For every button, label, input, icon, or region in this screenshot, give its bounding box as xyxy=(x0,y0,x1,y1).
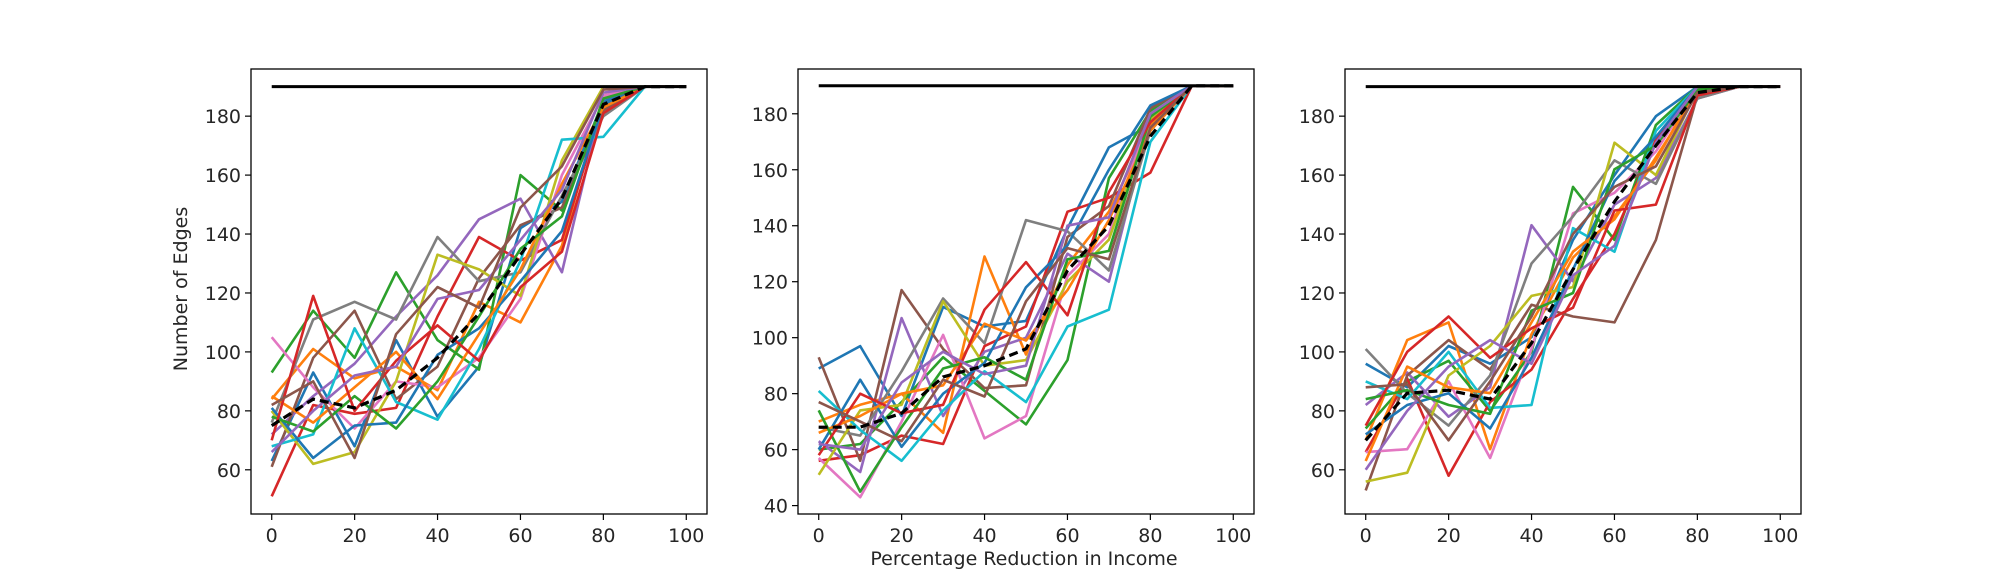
panels: 0 20 40 60 80 100 60 80 100 120 140 160 180 0 20 40 60 80… xyxy=(205,68,1802,547)
series-line-12 xyxy=(818,84,1234,435)
x-tick-label: 20 xyxy=(343,525,367,547)
x-tick-label: 80 xyxy=(1685,525,1709,547)
x-tick-label: 40 xyxy=(972,525,996,547)
y-tick-label: 80 xyxy=(217,401,241,423)
series-line-13 xyxy=(271,85,687,433)
series-line-4 xyxy=(818,84,1234,463)
series-line-16 xyxy=(271,85,687,460)
chart-panel-3: 0 20 40 60 80 100 60 80 100 120 140 160 180 xyxy=(1299,68,1802,547)
series-line-11 xyxy=(817,84,1234,451)
plot-frame xyxy=(1344,68,1802,515)
x-tick-label: 60 xyxy=(1602,525,1626,547)
series-line-6 xyxy=(270,85,687,468)
series-line-12 xyxy=(271,85,687,424)
x-tick-label: 0 xyxy=(1360,525,1372,547)
x-tick-label: 40 xyxy=(1519,525,1543,547)
x-tick-label: 100 xyxy=(1215,525,1251,547)
chart-panel-1: 0 20 40 60 80 100 60 80 100 120 140 160 180 xyxy=(205,68,708,547)
x-tick-label: 100 xyxy=(668,525,704,547)
y-tick-label: 160 xyxy=(1299,165,1335,187)
y-tick-label: 60 xyxy=(217,460,241,482)
series-line-8 xyxy=(270,85,687,424)
series-line-16 xyxy=(818,84,1234,443)
x-tick-label: 0 xyxy=(813,525,825,547)
series-line-2 xyxy=(818,84,1234,435)
series-line-14 xyxy=(270,85,687,441)
x-tick-label: 80 xyxy=(1138,525,1162,547)
y-tick-label: 120 xyxy=(205,283,241,305)
x-tick-label: 60 xyxy=(508,525,532,547)
series-line-15 xyxy=(270,85,687,454)
x-tick-label: 40 xyxy=(425,525,449,547)
plot-frame xyxy=(250,68,708,515)
y-tick-label: 100 xyxy=(1299,342,1335,364)
y-tick-label: 140 xyxy=(205,224,241,246)
chart-panel-2: 0 20 40 60 80 100 40 60 80 100 120 140 160 180 xyxy=(752,68,1255,547)
x-tick-label: 60 xyxy=(1055,525,1079,547)
series-line-16 xyxy=(1365,85,1781,442)
x-tick-label: 0 xyxy=(266,525,278,547)
series-line-3 xyxy=(818,84,1234,451)
x-tick-label: 20 xyxy=(1437,525,1461,547)
y-tick-label: 180 xyxy=(752,104,788,126)
series-line-8 xyxy=(1364,85,1781,427)
series-line-10 xyxy=(271,85,687,448)
y-tick-label: 80 xyxy=(764,384,788,406)
y-tick-label: 180 xyxy=(1299,106,1335,128)
y-tick-label: 160 xyxy=(205,165,241,187)
series-line-13 xyxy=(1365,85,1781,416)
series-line-15 xyxy=(818,84,1234,451)
y-tick-label: 100 xyxy=(205,342,241,364)
y-tick-label: 180 xyxy=(205,106,241,128)
plot-frame xyxy=(797,68,1255,515)
y-axis-label: Number of Edges xyxy=(170,207,192,371)
y-tick-label: 60 xyxy=(764,440,788,462)
y-tick-label: 100 xyxy=(752,328,788,350)
mean-line xyxy=(818,84,1234,429)
series-line-7 xyxy=(270,85,687,430)
y-tick-label: 160 xyxy=(752,160,788,182)
series-line-13 xyxy=(817,84,1234,493)
y-tick-label: 80 xyxy=(1311,401,1335,423)
y-tick-label: 140 xyxy=(1299,224,1335,246)
x-tick-label: 20 xyxy=(890,525,914,547)
mean-line xyxy=(1364,85,1781,442)
y-tick-label: 40 xyxy=(764,496,788,518)
mean-line xyxy=(270,85,687,427)
series-line-14 xyxy=(1364,85,1781,427)
y-tick-label: 120 xyxy=(1299,283,1335,305)
x-axis-label: Percentage Reduction in Income xyxy=(870,548,1177,570)
y-tick-label: 120 xyxy=(752,272,788,294)
series-line-6 xyxy=(817,84,1234,463)
x-tick-label: 100 xyxy=(1762,525,1798,547)
x-tick-label: 80 xyxy=(591,525,615,547)
y-tick-label: 60 xyxy=(1311,460,1335,482)
y-tick-label: 140 xyxy=(752,216,788,238)
